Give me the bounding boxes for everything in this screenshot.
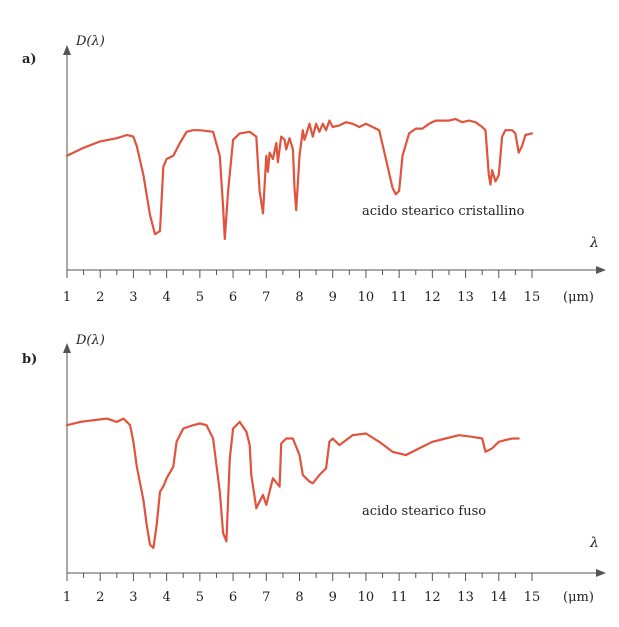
x-tick-label: 6 [229, 290, 237, 305]
x-tick-label: 1 [63, 290, 71, 305]
x-tick-label: 3 [129, 290, 137, 305]
x-tick-label: 5 [196, 590, 204, 605]
x-tick-label: 11 [391, 590, 408, 605]
y-axis-arrow [63, 343, 71, 353]
x-tick-label: 3 [129, 590, 137, 605]
y-axis-label: D(λ) [75, 34, 105, 49]
x-tick-label: 15 [524, 290, 541, 305]
panel-label: a) [22, 52, 37, 67]
spectrum-line [65, 117, 534, 241]
x-tick-label: 11 [391, 290, 408, 305]
x-tick-label: 7 [262, 590, 270, 605]
x-axis-arrow [596, 569, 606, 577]
x-tick-label: 8 [295, 590, 303, 605]
x-tick-label: 14 [491, 290, 508, 305]
chart-panel-2 [63, 343, 606, 581]
x-axis-unit-label: (μm) [563, 590, 594, 605]
x-axis-unit-label: (μm) [563, 290, 594, 305]
x-tick-label: 2 [96, 290, 104, 305]
x-tick-label: 15 [524, 590, 541, 605]
x-axis-lambda-label: λ [589, 535, 599, 551]
x-tick-label: 4 [163, 290, 171, 305]
x-tick-label: 4 [163, 590, 171, 605]
x-tick-label: 6 [229, 590, 237, 605]
x-tick-label: 10 [358, 290, 375, 305]
x-tick-label: 12 [424, 590, 441, 605]
x-tick-label: 13 [457, 590, 474, 605]
x-tick-label: 9 [329, 590, 337, 605]
spectrum-annotation: acido stearico cristallino [362, 204, 525, 219]
panel-label: b) [22, 352, 37, 367]
x-tick-label: 1 [63, 590, 71, 605]
x-tick-label: 10 [358, 590, 375, 605]
x-axis-lambda-label: λ [589, 235, 599, 251]
x-axis-arrow [596, 266, 606, 274]
x-tick-label: 14 [491, 590, 508, 605]
y-axis-arrow [63, 45, 71, 55]
x-tick-label: 12 [424, 290, 441, 305]
x-tick-label: 2 [96, 590, 104, 605]
x-tick-label: 7 [262, 290, 270, 305]
chart-panel-1 [63, 45, 606, 278]
x-tick-label: 9 [329, 290, 337, 305]
x-tick-label: 5 [196, 290, 204, 305]
spectrum-annotation: acido stearico fuso [362, 504, 486, 519]
x-tick-label: 8 [295, 290, 303, 305]
y-axis-label: D(λ) [75, 333, 105, 348]
x-tick-label: 13 [457, 290, 474, 305]
spectrum-line [65, 417, 520, 550]
